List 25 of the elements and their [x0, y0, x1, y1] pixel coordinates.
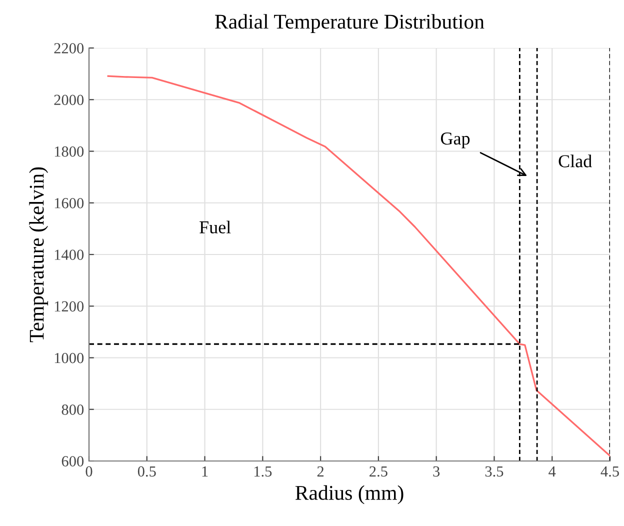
x-tick-label: 2	[317, 466, 324, 476]
y-tick-label: 2200	[54, 43, 84, 54]
y-tick-label: 600	[62, 456, 84, 466]
chart-title: Radial Temperature Distribution	[215, 14, 484, 33]
x-tick-label: 2.5	[370, 466, 388, 477]
x-axis-title: Radius (mm)	[295, 485, 404, 504]
x-tick-label: 4	[548, 466, 556, 476]
x-tick-label: 0	[86, 466, 92, 477]
annotation: Gap	[440, 132, 470, 148]
y-axis-title: Temperature (kelvin)	[29, 167, 48, 342]
x-tick-label: 3.5	[485, 466, 504, 477]
x-tick-label: 3	[433, 466, 440, 477]
annotation: Fuel	[200, 220, 231, 234]
x-tick-label: 1.5	[254, 466, 272, 477]
x-tick-label: 4.5	[600, 466, 619, 477]
y-tick-label: 800	[62, 404, 84, 415]
y-tick-label: 1200	[54, 301, 84, 312]
annotation: Clad	[558, 154, 592, 168]
y-tick-label: 1000	[54, 352, 84, 364]
y-tick-label: 1800	[54, 146, 84, 157]
x-tick-label: 1	[202, 466, 208, 476]
y-tick-label: 1400	[54, 250, 84, 260]
y-tick-label: 1600	[54, 198, 84, 208]
x-tick-label: 0.5	[138, 466, 156, 477]
y-tick-label: 2000	[54, 94, 84, 106]
